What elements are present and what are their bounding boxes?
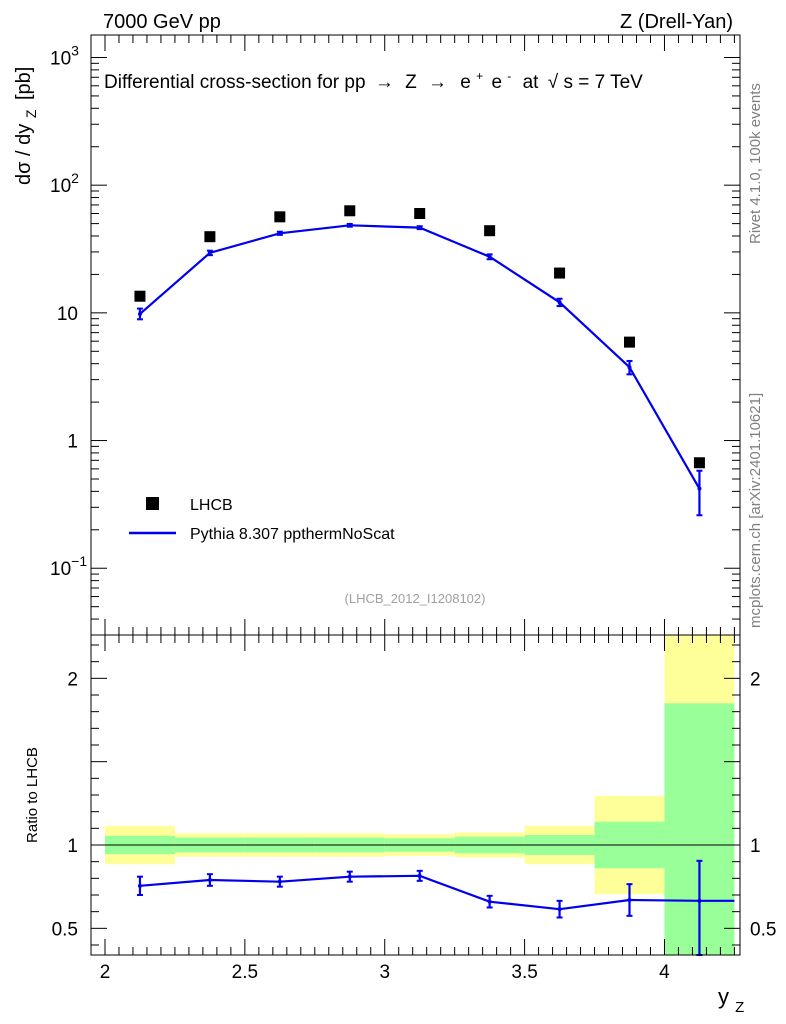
pythia-point — [137, 311, 142, 316]
pythia-curve — [139, 224, 701, 490]
header-energy-label: 7000 GeV pp — [103, 11, 221, 33]
ratio-point — [697, 898, 702, 903]
mcplots-label: mcplots.cern.ch [arXiv:2401.10621] — [747, 393, 764, 628]
main-y-tick-label: 102 — [50, 170, 79, 197]
pythia-point — [487, 254, 492, 259]
ratio-point — [487, 899, 492, 904]
pythia-point — [557, 300, 562, 305]
analysis-id-label: (LHCB_2012_I1208102) — [345, 591, 486, 606]
lhcb-data-point — [134, 290, 146, 302]
rivet-version-label: Rivet 4.1.0, 100k events — [747, 83, 764, 244]
main-y-tick-label: 1 — [67, 432, 78, 453]
ratio-point — [627, 898, 632, 902]
pythia-point — [277, 231, 282, 236]
title-energy: s = 7 TeV — [563, 72, 643, 93]
x-tick-label: 3.5 — [511, 962, 537, 983]
title-z: Z — [405, 72, 417, 93]
lhcb-data-point — [274, 211, 286, 223]
legend-label-lhcb: LHCB — [190, 497, 233, 514]
header-process-label: Z (Drell-Yan) — [620, 11, 733, 33]
ratio-y-tick-label-right: 2 — [750, 669, 761, 690]
ratio-curve — [139, 874, 735, 911]
main-axis-ticks: 10−1 1 10 102 103 — [50, 35, 740, 636]
title-electron-sup: - — [507, 69, 511, 83]
x-tick-label: 2.5 — [232, 962, 258, 983]
pythia-point — [697, 486, 702, 491]
title-positron: e — [460, 72, 471, 93]
main-plot-content — [134, 205, 705, 517]
ratio-y-tick-label-right: 1 — [750, 836, 761, 857]
lhcb-data-point — [484, 225, 496, 237]
x-axis-label: y Z — [718, 984, 744, 1016]
title-positron-sup: + — [476, 69, 483, 83]
ratio-y-tick-label-left: 2 — [67, 669, 78, 690]
x-tick-label: 4 — [659, 962, 670, 983]
lhcb-data-point — [414, 207, 426, 219]
ratio-axis-ticks: 0.5 0.5 1 1 2 2 2 2.5 3 3.5 4 — [52, 635, 776, 983]
ratio-point — [347, 874, 352, 879]
pythia-point — [207, 250, 212, 255]
ratio-point — [417, 873, 422, 878]
main-panel: 10−1 1 10 102 103 Differential cross-section… — [13, 34, 741, 636]
lhcb-data-point — [344, 205, 356, 217]
ratio-y-tick-label-left: 1 — [67, 836, 78, 857]
ratio-y-tick-label-left: 0.5 — [52, 919, 78, 940]
pythia-point — [417, 225, 422, 230]
ratio-y-axis-label: Ratio to LHCB — [24, 747, 41, 843]
ratio-point — [277, 879, 282, 884]
title-at: at — [523, 72, 540, 93]
pythia-point — [627, 365, 632, 370]
pythia-point — [347, 223, 352, 228]
main-frame — [90, 34, 741, 636]
lhcb-data-point — [204, 231, 216, 243]
title-electron: e — [491, 72, 502, 93]
x-tick-label: 3 — [379, 962, 390, 983]
ratio-frame — [90, 634, 741, 956]
title-sqrt: √ — [548, 72, 559, 93]
title-arrow-1: → — [375, 72, 394, 93]
main-title: Differential cross-section for pp → Z → … — [104, 64, 643, 93]
lhcb-data-point — [693, 457, 705, 469]
main-y-axis-label: dσ / dy Z [pb] — [13, 67, 41, 185]
ratio-panel: 0.5 0.5 1 1 2 2 2 2.5 3 3.5 4 Ratio to LHCB y Z — [24, 634, 776, 1016]
lhcb-data-point — [554, 267, 566, 279]
lhcb-data-point — [624, 336, 636, 348]
legend-marker-lhcb — [146, 497, 159, 510]
ratio-point — [557, 907, 562, 912]
x-tick-label: 2 — [100, 962, 111, 983]
ratio-y-tick-label-right: 0.5 — [750, 919, 776, 940]
title-arrow-2: → — [428, 72, 447, 93]
ratio-point — [207, 878, 212, 882]
ratio-plot-content — [91, 635, 740, 956]
main-y-tick-label: 10 — [57, 304, 78, 325]
main-y-tick-label: 103 — [50, 42, 79, 69]
ratio-point — [137, 883, 142, 888]
title-prefix: Differential cross-section for pp — [104, 72, 366, 93]
legend-label-pythia: Pythia 8.307 ppthermNoScat — [190, 526, 395, 543]
main-y-tick-label: 10−1 — [50, 553, 87, 580]
